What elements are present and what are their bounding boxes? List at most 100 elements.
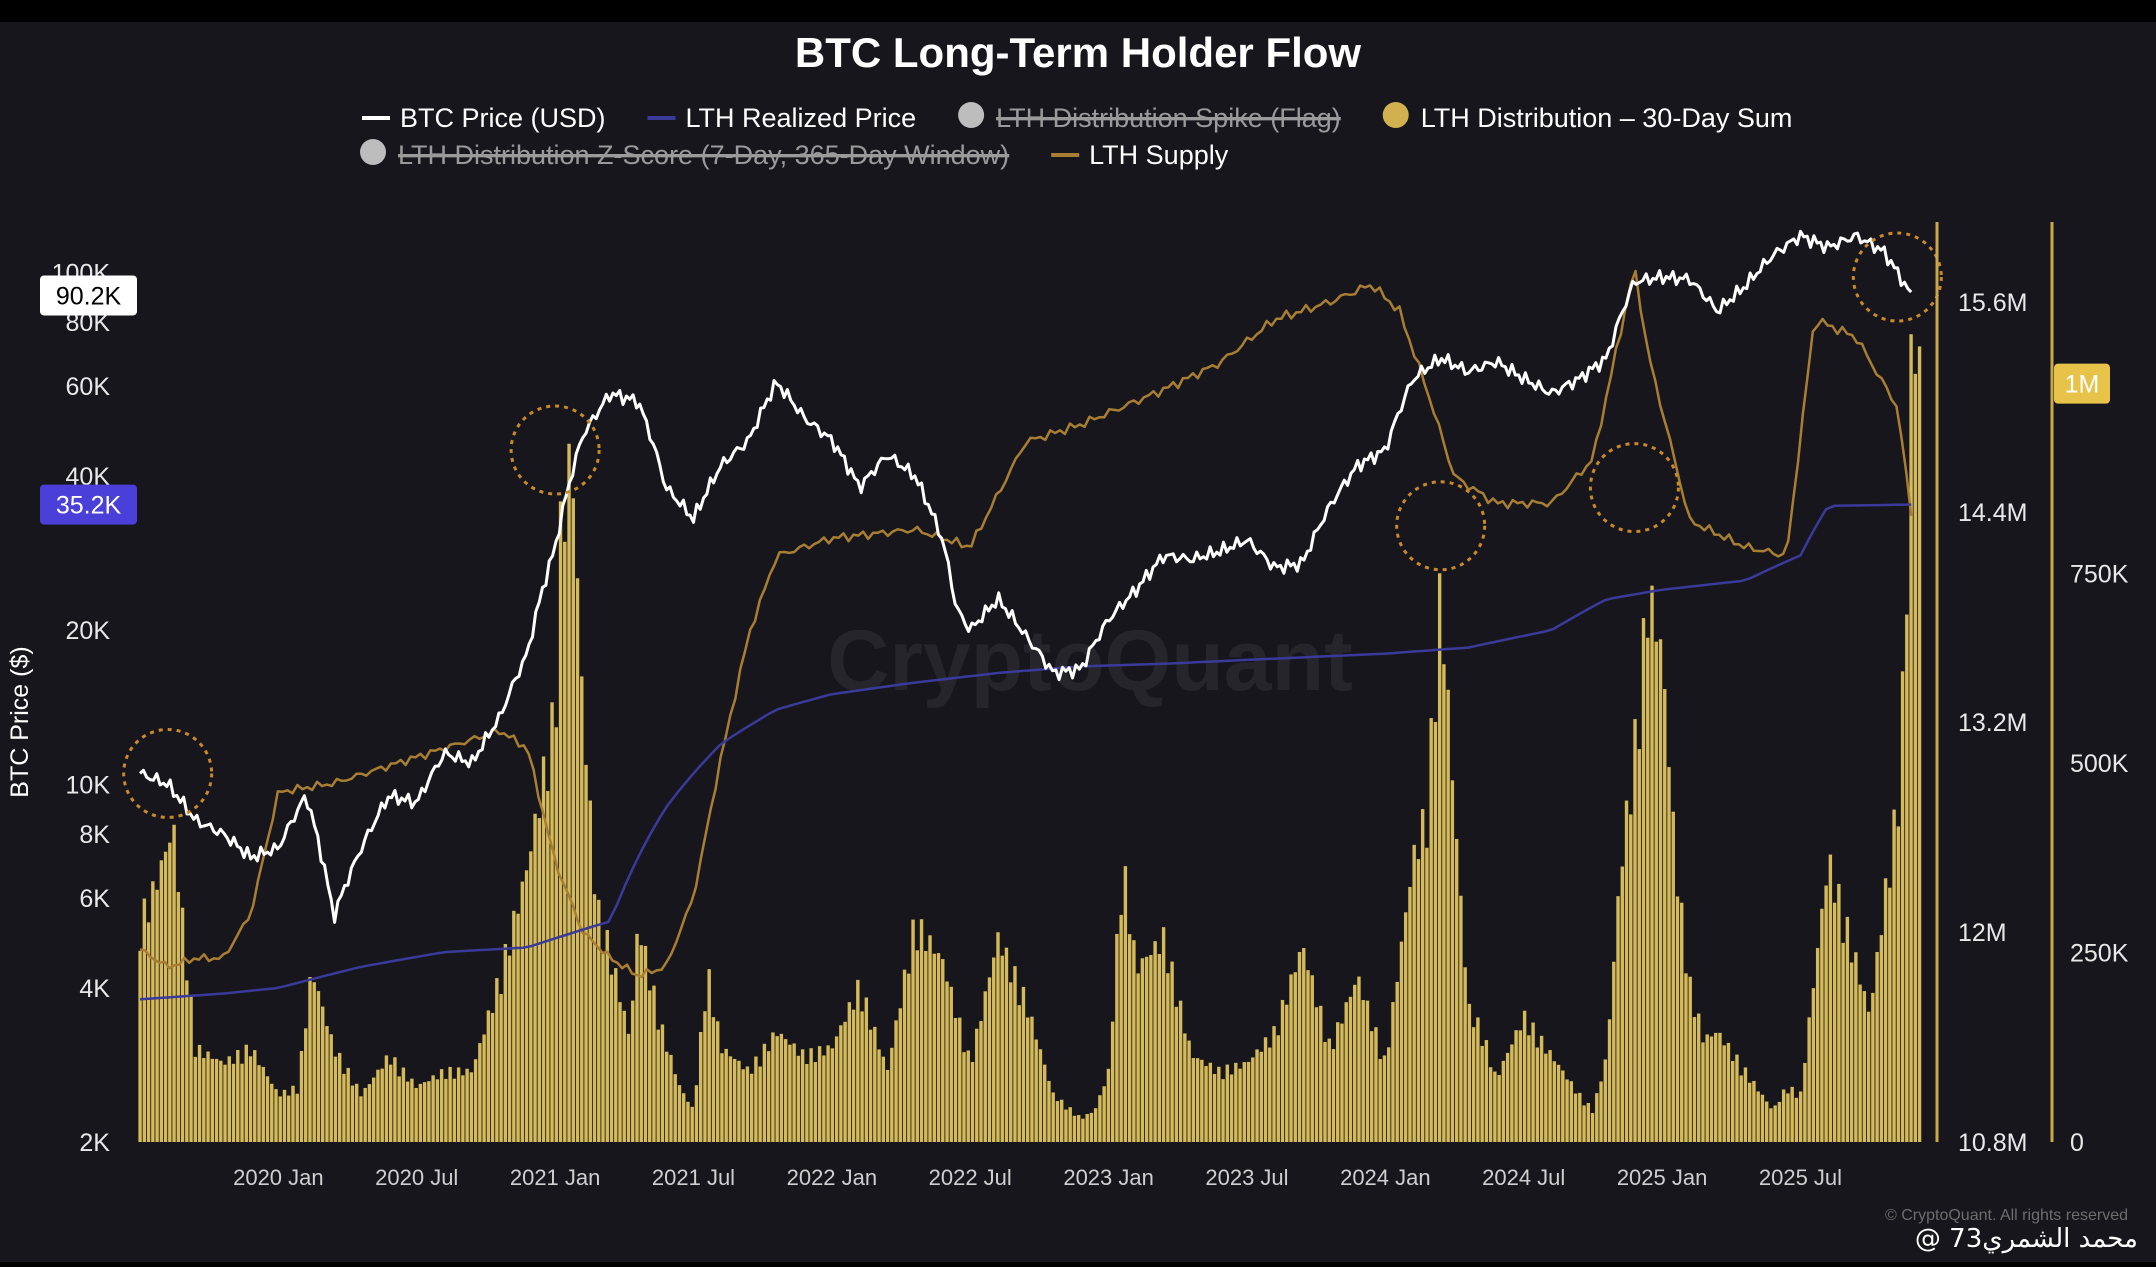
dist-bar bbox=[936, 953, 941, 1142]
dist-bar bbox=[673, 1074, 677, 1142]
dist-bar bbox=[1251, 1057, 1255, 1142]
dist-bar bbox=[1552, 1061, 1557, 1142]
dist-bar bbox=[325, 1026, 329, 1142]
dist-bar bbox=[180, 907, 185, 1142]
dist-bar bbox=[1013, 966, 1017, 1142]
dist-bar bbox=[1527, 1035, 1531, 1142]
dist-bar bbox=[567, 443, 571, 1142]
dist-bar bbox=[1102, 1086, 1106, 1142]
dist-bar bbox=[609, 974, 614, 1142]
dist-bar bbox=[1119, 914, 1123, 1142]
dist-bar bbox=[1866, 1011, 1871, 1142]
legend-item-dist_30d[interactable]: LTH Distribution – 30-Day Sum bbox=[1382, 102, 1793, 133]
dist-bar bbox=[1565, 1079, 1569, 1142]
y-dist-tick: 750K bbox=[2070, 560, 2129, 588]
dist-bar bbox=[949, 986, 953, 1142]
dist-bar bbox=[1437, 573, 1442, 1142]
legend-item-spike_flag[interactable]: LTH Distribution Spike (Flag) bbox=[958, 102, 1341, 133]
dist-bar bbox=[1705, 1034, 1709, 1142]
dist-bar bbox=[465, 1068, 469, 1142]
legend-item-z_score[interactable]: LTH Distribution Z-Score (7-Day, 365-Day… bbox=[360, 139, 1010, 170]
dist-bar bbox=[1612, 961, 1616, 1142]
dist-bar bbox=[1714, 1032, 1718, 1142]
dist-bar bbox=[376, 1069, 380, 1142]
dist-bar bbox=[915, 950, 919, 1142]
dist-bar bbox=[1671, 811, 1675, 1142]
dist-bar bbox=[219, 1060, 223, 1142]
dist-bar bbox=[1085, 1114, 1089, 1142]
dist-bar bbox=[1276, 1035, 1280, 1142]
dist-bar bbox=[240, 1063, 244, 1142]
dist-bar bbox=[1191, 1058, 1196, 1142]
dist-bar bbox=[571, 498, 575, 1142]
dist-bar bbox=[890, 1047, 894, 1142]
dist-bar bbox=[431, 1075, 435, 1142]
dist-bar bbox=[1378, 1059, 1382, 1142]
dist-bar bbox=[1476, 1017, 1480, 1142]
dist-bar bbox=[410, 1078, 414, 1142]
dist-bar bbox=[677, 1085, 682, 1142]
y-left-tick: 10K bbox=[66, 771, 111, 799]
dist-bar bbox=[928, 935, 932, 1142]
x-tick: 2022 Jan bbox=[787, 1165, 878, 1190]
dist-bar bbox=[788, 1044, 792, 1142]
dist-bar bbox=[631, 1000, 635, 1142]
dist-bar bbox=[1629, 814, 1633, 1142]
dist-bar bbox=[741, 1069, 745, 1142]
dist-bar bbox=[1004, 947, 1009, 1142]
dist-bar bbox=[1454, 838, 1459, 1142]
dist-bar bbox=[1548, 1050, 1552, 1142]
dist-bar bbox=[1416, 859, 1421, 1142]
x-tick: 2025 Jul bbox=[1759, 1165, 1842, 1190]
dist-bar bbox=[1488, 1067, 1493, 1142]
dist-bar bbox=[724, 1048, 728, 1142]
dist-bar bbox=[1650, 585, 1654, 1142]
dist-bar bbox=[728, 1056, 733, 1142]
dist-bar bbox=[1820, 908, 1824, 1142]
legend-item-lth_realized[interactable]: LTH Realized Price bbox=[647, 103, 917, 133]
dist-bar bbox=[669, 1054, 673, 1142]
dist-bar bbox=[1582, 1105, 1586, 1142]
dist-bar bbox=[1399, 941, 1404, 1142]
dist-bar bbox=[287, 1095, 291, 1142]
dist-bar bbox=[1446, 689, 1450, 1142]
dist-bar bbox=[580, 676, 584, 1142]
dist-bar bbox=[533, 813, 537, 1142]
highlight-circle bbox=[1851, 231, 1943, 323]
dist-bar bbox=[363, 1087, 367, 1142]
dist-bar bbox=[138, 950, 142, 1142]
dist-bar bbox=[635, 933, 639, 1142]
dist-bar bbox=[843, 1021, 847, 1142]
y-supply-tick: 12M bbox=[1958, 919, 2007, 947]
dist-bar bbox=[907, 973, 911, 1142]
dist-bar bbox=[1633, 719, 1637, 1142]
dist-bar bbox=[1429, 718, 1433, 1142]
dist-bar bbox=[1076, 1115, 1081, 1142]
legend-item-lth_supply[interactable]: LTH Supply bbox=[1051, 140, 1229, 170]
dist-bar bbox=[1081, 1118, 1085, 1142]
dist-bar bbox=[1917, 346, 1922, 1142]
legend[interactable]: BTC Price (USD) LTH Realized Price LTH Dis… bbox=[360, 102, 1792, 170]
credit-text: © CryptoQuant. All rights reserved bbox=[1885, 1207, 2128, 1224]
dist-bar bbox=[146, 922, 151, 1142]
dist-bar bbox=[401, 1067, 406, 1142]
legend-item-btc_price[interactable]: BTC Price (USD) bbox=[362, 103, 606, 133]
dist-bar bbox=[805, 1064, 809, 1142]
dist-bar bbox=[1760, 1094, 1765, 1142]
dist-bar bbox=[1200, 1059, 1204, 1142]
dist-bar bbox=[456, 1067, 461, 1142]
dist-bar bbox=[1314, 1007, 1319, 1142]
dist-bar bbox=[1234, 1062, 1238, 1142]
dist-bar bbox=[439, 1069, 444, 1142]
dist-bar bbox=[648, 990, 652, 1142]
badge-label: 90.2K bbox=[56, 282, 122, 310]
dist-bar bbox=[932, 953, 936, 1142]
dist-bar bbox=[299, 1051, 304, 1142]
dist-bar bbox=[1535, 1047, 1540, 1142]
highlight-circle bbox=[1588, 442, 1680, 534]
dist-bar bbox=[1361, 1000, 1365, 1142]
dist-bar bbox=[1255, 1049, 1259, 1142]
dist-bar bbox=[1764, 1101, 1769, 1142]
dist-bar bbox=[1285, 1004, 1289, 1142]
dist-bar bbox=[1280, 999, 1285, 1142]
